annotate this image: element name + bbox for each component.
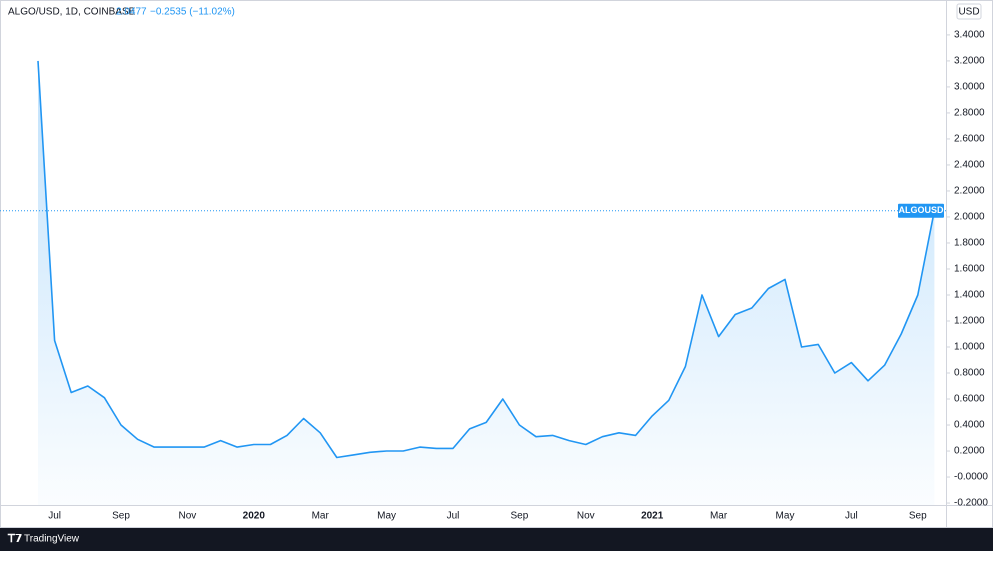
x-tick-label: Mar [312,511,330,522]
plot: -0.2000 -0.0000 0.2000 0.4000 0.6000 0.8000 1.… [0,30,988,522]
x-tick-label: Nov [179,511,197,522]
y-tick-label: 0.8000 [954,368,985,379]
y-tick-label: 1.0000 [954,342,985,353]
x-tick-label: May [776,511,795,522]
x-tick-label: May [377,511,396,522]
price: 2.0477 [116,7,147,18]
brand[interactable]: TradingView [24,534,80,545]
x-tick-label: Nov [577,511,595,522]
x-tick-label: Jul [845,511,858,522]
y-tick-label: 2.8000 [954,108,985,119]
area [38,60,935,506]
y-tick-label: 2.6000 [954,134,985,145]
x-tick-label: Sep [511,511,529,522]
y-tick-label: 2.4000 [954,160,985,171]
line [37,60,936,459]
currency[interactable]: USD [958,7,979,18]
y-tick-label: 1.8000 [954,238,985,249]
x-tick-label: 2020 [243,511,266,522]
x-tick-label: Jul [48,511,61,522]
y-tick-label: 3.4000 [954,30,985,41]
y-tick-label: 1.2000 [954,316,985,327]
y-tick-label: 0.6000 [954,394,985,405]
y-tick-label: 1.6000 [954,264,985,275]
currency-badge[interactable] [956,3,982,20]
y-tick-label: -0.0000 [954,472,988,483]
symbol: ALGO/USD, 1D, COINBASE [8,7,136,18]
x-tick-label: Jul [447,511,460,522]
series-badge [898,203,944,218]
change: −0.2535 (−11.02%) [150,7,235,18]
x-tick-label: 2021 [641,511,664,522]
footer [0,528,993,551]
y-tick-label: 3.2000 [954,56,985,67]
x-tick-label: Mar [710,511,728,522]
y-tick-label: -0.2000 [954,498,988,509]
brand-logo: ꓔ𝟳 [7,533,22,545]
y-tick-label: 2.2000 [954,186,985,197]
y-tick-label: 3.0000 [954,82,985,93]
series-name: ALGOUSD [899,205,945,215]
x-tick-label: Sep [112,511,130,522]
y-tick-label: 0.4000 [954,420,985,431]
y-tick-label: 0.2000 [954,446,985,457]
y-tick-label: 2.0000 [954,212,985,223]
y-tick-label: 1.4000 [954,290,985,301]
x-tick-label: Sep [909,511,927,522]
